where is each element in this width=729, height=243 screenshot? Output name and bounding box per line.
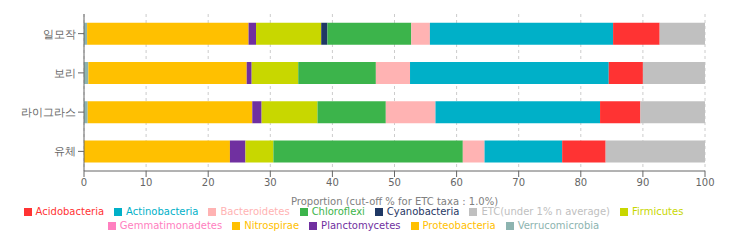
html-text:Gemmatimonadetes: Gemmatimonadetes xyxy=(119,220,223,231)
svg-text:30: 30 xyxy=(264,177,277,188)
html-text:Nitrospirae: Nitrospirae xyxy=(244,220,300,231)
html-text:ETC(under 1% n average): ETC(under 1% n average) xyxy=(481,206,610,217)
html-text:Actinobacteria: Actinobacteria xyxy=(126,206,199,217)
svg-text:80: 80 xyxy=(574,177,587,188)
svg-text:40: 40 xyxy=(326,177,339,188)
svg-text:100: 100 xyxy=(695,177,714,188)
svg-text:10: 10 xyxy=(140,177,153,188)
html-text:Verrucomicrobia: Verrucomicrobia xyxy=(517,220,600,231)
svg-text:유체: 유체 xyxy=(54,145,76,158)
svg-text:라이그라스: 라이그라스 xyxy=(21,106,76,119)
svg-text:일모작: 일모작 xyxy=(43,28,76,41)
svg-text:50: 50 xyxy=(388,177,401,188)
html-text:Cyanobacteria: Cyanobacteria xyxy=(386,206,460,217)
svg-text:60: 60 xyxy=(450,177,463,188)
svg-text:70: 70 xyxy=(512,177,525,188)
html-text:Acidobacteria: Acidobacteria xyxy=(35,206,105,217)
html-text:Bacteroidetes: Bacteroidetes xyxy=(220,206,290,217)
html-text:Chloroflexi: Chloroflexi xyxy=(311,206,365,217)
svg-text:Proportion (cut-off % for ETC: Proportion (cut-off % for ETC taxa : 1.0… xyxy=(291,196,498,207)
svg-text:0: 0 xyxy=(81,177,87,188)
svg-text:보리: 보리 xyxy=(54,67,76,80)
html-text:Firmicutes: Firmicutes xyxy=(632,206,684,217)
html-text:Planctomycetes: Planctomycetes xyxy=(321,220,401,231)
svg-text:90: 90 xyxy=(637,177,650,188)
svg-text:20: 20 xyxy=(202,177,215,188)
html-text:Proteobacteria: Proteobacteria xyxy=(422,220,496,231)
